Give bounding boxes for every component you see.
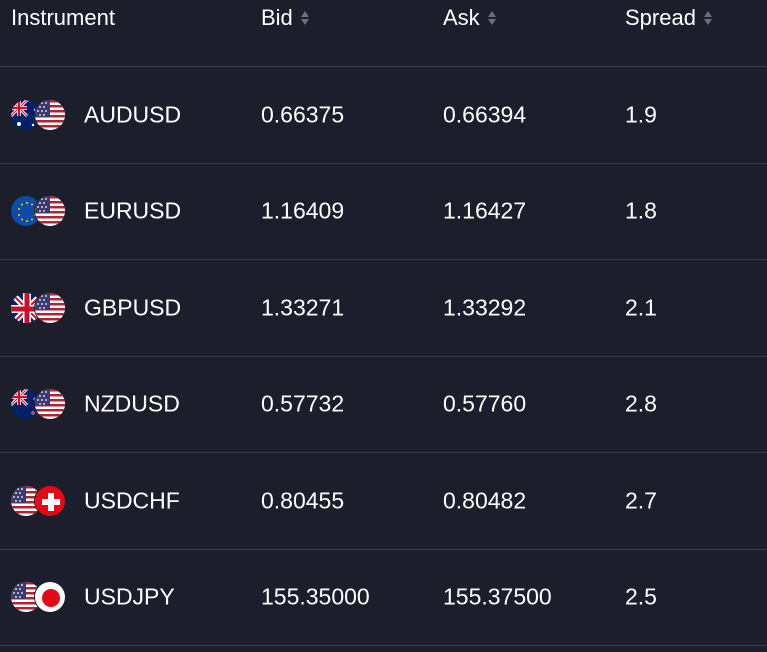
spread-value: 2.8 bbox=[625, 390, 657, 417]
bid-price: 155.35000 bbox=[261, 583, 370, 610]
table-row[interactable]: NZDUSD 0.57732 0.57760 2.8 bbox=[0, 357, 767, 453]
bid-price: 0.57732 bbox=[261, 390, 345, 417]
ask-price: 0.80482 bbox=[443, 487, 527, 514]
spread-value: 2.1 bbox=[625, 294, 657, 321]
bid-price: 0.80455 bbox=[261, 487, 345, 514]
column-header-instrument[interactable]: Instrument bbox=[11, 4, 115, 32]
spread-value: 2.5 bbox=[625, 583, 657, 610]
column-header-instrument-label: Instrument bbox=[11, 5, 115, 30]
instrument-symbol: GBPUSD bbox=[84, 294, 182, 321]
column-header-spread[interactable]: Spread bbox=[625, 4, 712, 32]
currency-pair-flags bbox=[10, 581, 68, 614]
us-flag-icon bbox=[34, 291, 66, 324]
us-flag-icon bbox=[34, 388, 66, 421]
ask-price: 1.33292 bbox=[443, 294, 527, 321]
table-row[interactable]: USDJPY 155.35000 155.37500 2.5 bbox=[0, 550, 767, 646]
table-row[interactable]: EURUSD 1.16409 1.16427 1.8 bbox=[0, 164, 767, 260]
instrument-symbol: USDJPY bbox=[84, 583, 175, 610]
instrument-symbol: USDCHF bbox=[84, 487, 180, 514]
instrument-symbol: NZDUSD bbox=[84, 390, 180, 417]
instrument-symbol: EURUSD bbox=[84, 197, 182, 224]
column-header-ask-label: Ask bbox=[443, 5, 480, 30]
ask-price: 0.66394 bbox=[443, 101, 527, 128]
column-header-bid-label: Bid bbox=[261, 5, 293, 30]
table-row[interactable]: AUDUSD 0.66375 0.66394 1.9 bbox=[0, 67, 767, 164]
bid-price: 0.66375 bbox=[261, 101, 345, 128]
switzerland-flag-icon bbox=[34, 484, 66, 517]
table-row[interactable]: GBPUSD 1.33271 1.33292 2.1 bbox=[0, 260, 767, 357]
currency-pair-flags bbox=[10, 388, 68, 421]
column-header-spread-label: Spread bbox=[625, 5, 696, 30]
bid-price: 1.16409 bbox=[261, 197, 345, 224]
table-header: Instrument Bid Ask Spread bbox=[0, 0, 767, 67]
column-header-ask[interactable]: Ask bbox=[443, 4, 496, 32]
japan-flag-icon bbox=[34, 581, 66, 614]
spread-value: 1.9 bbox=[625, 101, 657, 128]
currency-pair-flags bbox=[10, 195, 68, 228]
ask-price: 155.37500 bbox=[443, 583, 552, 610]
table-row[interactable]: USDCHF 0.80455 0.80482 2.7 bbox=[0, 453, 767, 550]
currency-pair-flags bbox=[10, 291, 68, 324]
ask-price: 1.16427 bbox=[443, 197, 527, 224]
spread-value: 2.7 bbox=[625, 487, 657, 514]
us-flag-icon bbox=[34, 195, 66, 228]
sort-icon[interactable] bbox=[300, 11, 309, 25]
spread-value: 1.8 bbox=[625, 197, 657, 224]
bid-price: 1.33271 bbox=[261, 294, 345, 321]
column-header-bid[interactable]: Bid bbox=[261, 4, 309, 32]
currency-pair-flags bbox=[10, 484, 68, 517]
us-flag-icon bbox=[34, 98, 66, 131]
sort-icon[interactable] bbox=[487, 11, 496, 25]
currency-pair-flags bbox=[10, 98, 68, 131]
sort-icon[interactable] bbox=[703, 11, 712, 25]
ask-price: 0.57760 bbox=[443, 390, 527, 417]
instrument-symbol: AUDUSD bbox=[84, 101, 182, 128]
